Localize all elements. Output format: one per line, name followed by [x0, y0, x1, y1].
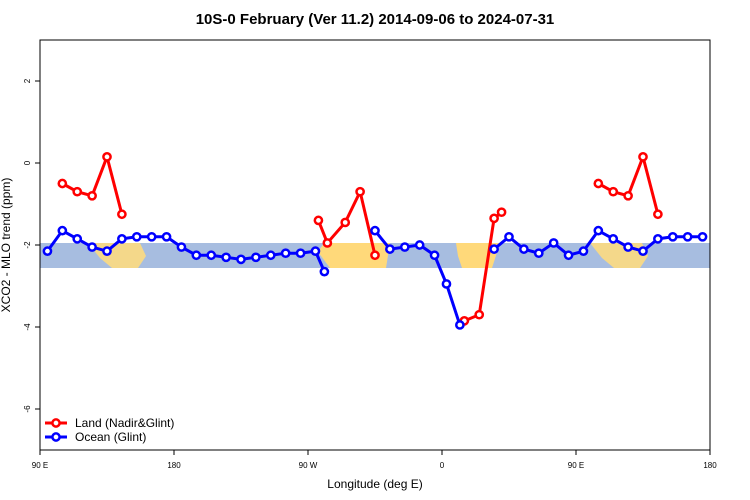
point — [623, 242, 633, 252]
point — [313, 215, 324, 226]
point — [191, 250, 202, 261]
point — [319, 266, 330, 277]
x-tick-label: 90 E — [568, 461, 584, 470]
x-axis-label: Longitude (deg E) — [327, 477, 422, 491]
y-tick-label: -6 — [23, 405, 32, 413]
y-tick-label: -2 — [23, 241, 32, 249]
point — [161, 231, 172, 242]
point — [265, 250, 276, 261]
legend-marker — [51, 418, 61, 428]
point — [102, 152, 112, 162]
point — [593, 178, 604, 189]
y-tick-label: 2 — [23, 78, 32, 83]
y-axis-label: XCO2 - MLO trend (ppm) — [0, 178, 13, 313]
x-tick-label: 180 — [703, 461, 717, 470]
point — [496, 207, 507, 218]
point — [653, 234, 663, 244]
y-tick-label: 0 — [23, 160, 32, 165]
point — [489, 244, 499, 254]
point — [623, 190, 633, 201]
point — [221, 252, 231, 263]
point — [176, 242, 187, 252]
point — [414, 240, 425, 250]
point — [441, 279, 452, 289]
point — [455, 320, 465, 330]
point — [87, 242, 97, 252]
point — [146, 231, 157, 242]
point — [57, 225, 68, 236]
point — [42, 246, 53, 256]
point — [533, 248, 544, 259]
point — [87, 190, 97, 201]
point — [206, 250, 217, 261]
point — [593, 225, 604, 236]
point — [638, 246, 648, 256]
legend-label: Land (Nadir&Glint) — [75, 416, 174, 430]
point — [608, 234, 619, 244]
legend-marker — [51, 432, 61, 442]
point — [563, 250, 574, 261]
point — [608, 186, 619, 197]
point — [322, 238, 333, 248]
point — [697, 231, 708, 242]
map-band — [40, 243, 710, 268]
point — [548, 238, 559, 248]
point — [72, 186, 83, 197]
point — [504, 231, 514, 242]
x-tick-label: 0 — [440, 461, 445, 470]
point — [682, 231, 693, 242]
x-tick-label: 90 E — [32, 461, 48, 470]
point — [117, 234, 127, 244]
point — [370, 250, 380, 261]
point — [340, 217, 351, 228]
point — [578, 246, 589, 256]
legend-label: Ocean (Glint) — [75, 430, 146, 444]
point — [310, 246, 321, 256]
point — [131, 231, 142, 242]
point — [355, 186, 365, 197]
point — [370, 225, 380, 236]
point — [251, 252, 261, 263]
point — [102, 246, 112, 256]
point — [280, 248, 291, 259]
point — [474, 309, 485, 320]
point — [489, 213, 499, 224]
x-tick-label: 90 W — [299, 461, 318, 470]
point — [72, 234, 83, 244]
point — [236, 254, 246, 265]
point — [519, 244, 529, 254]
point — [295, 248, 306, 259]
point — [653, 209, 663, 220]
point — [638, 152, 648, 162]
point — [429, 250, 440, 261]
point — [667, 231, 678, 242]
point — [385, 244, 395, 254]
x-tick-label: 180 — [167, 461, 181, 470]
point — [57, 178, 68, 189]
y-tick-label: -4 — [23, 323, 32, 331]
point — [399, 242, 410, 252]
point — [117, 209, 127, 220]
chart-title: 10S-0 February (Ver 11.2) 2014-09-06 to … — [196, 11, 555, 28]
